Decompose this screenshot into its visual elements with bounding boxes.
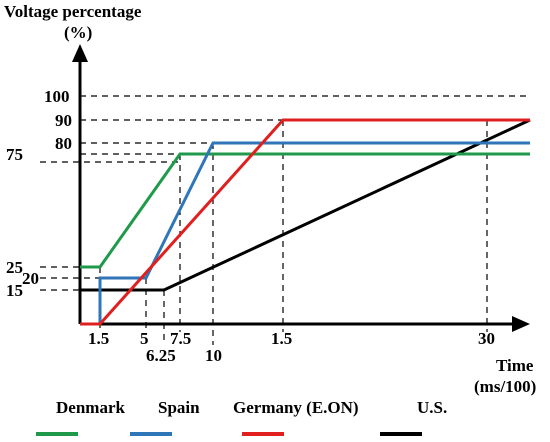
series-line-u-s	[80, 118, 531, 292]
y-tick-75: 75	[6, 145, 23, 164]
x-axis-label: Time	[496, 356, 534, 375]
x-tick-30: 30	[478, 329, 495, 348]
legend-swatch-us	[380, 432, 422, 436]
series-layer	[80, 118, 531, 326]
x-tick-15: 1.5	[271, 329, 292, 348]
series-line-spain	[98, 141, 530, 324]
x-tick-6.25: 6.25	[146, 346, 176, 365]
y-axis-label: Voltage percentage	[4, 2, 142, 21]
x-axis-arrow	[512, 316, 530, 332]
legend-label-spain: Spain	[158, 398, 200, 417]
y-tick-15: 15	[6, 281, 23, 300]
series-line-denmark	[80, 152, 530, 269]
legend-swatch-denmark	[36, 432, 78, 436]
y-tick-100: 100	[44, 87, 70, 106]
legend-label-germany: Germany (E.ON)	[233, 398, 359, 417]
legend-label-denmark: Denmark	[56, 398, 125, 417]
x-tick-7.5: 7.5	[170, 329, 191, 348]
y-tick-25: 25	[6, 258, 23, 277]
legend: Denmark Spain Germany (E.ON) U.S.	[36, 398, 447, 436]
y-axis-unit: (%)	[64, 23, 92, 42]
series-line-germany-e-on	[80, 118, 530, 326]
legend-swatch-spain	[130, 432, 172, 436]
y-tick-20: 20	[22, 269, 39, 288]
y-tick-80: 80	[55, 134, 72, 153]
y-axis-arrow	[72, 44, 88, 62]
legend-swatch-germany	[242, 432, 284, 436]
x-tick-10: 10	[205, 346, 222, 365]
x-axis-unit: (ms/100)	[474, 377, 536, 396]
x-tick-5: 5	[140, 329, 149, 348]
legend-label-us: U.S.	[417, 398, 447, 417]
x-tick-1.5: 1.5	[88, 329, 109, 348]
y-tick-90: 90	[55, 111, 72, 130]
